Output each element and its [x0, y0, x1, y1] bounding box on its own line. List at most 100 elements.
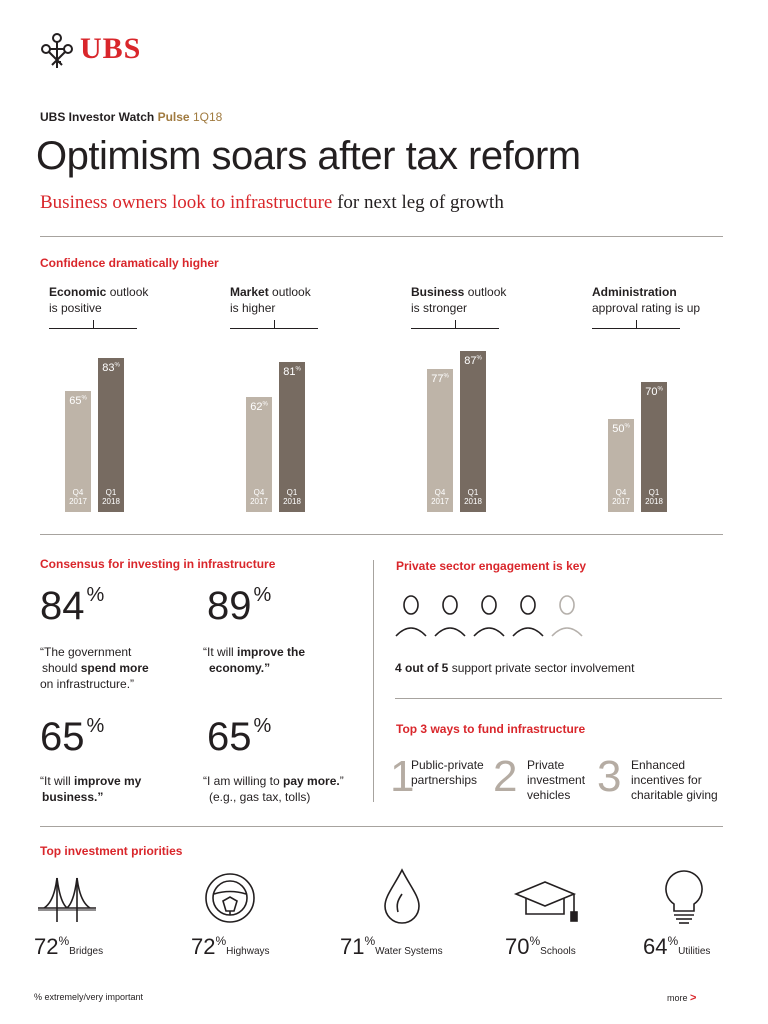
consensus-quote-3: “It will improve my business.”: [40, 774, 142, 804]
ubs-logo[interactable]: UBS: [40, 30, 145, 74]
priority-schools: 70%Schools: [505, 934, 576, 959]
stat-value: 65: [207, 715, 252, 759]
bar-period-label: Q1 2018: [464, 488, 482, 506]
bracket-line: [411, 328, 499, 329]
keys-icon: [41, 33, 73, 68]
consensus-stat-4: 65%: [207, 715, 271, 760]
bracket-line: [230, 328, 318, 329]
person-icon: [434, 595, 466, 637]
light-bulb-icon: [665, 870, 703, 924]
bar-period-label: Q4 2017: [431, 488, 449, 506]
stat-value: 89: [207, 584, 252, 628]
bar-value-label: 77%: [431, 373, 449, 385]
bar-period-label: Q1 2018: [645, 488, 663, 506]
priority-bridges: 72%Bridges: [34, 934, 104, 959]
bar-period-label: Q4 2017: [69, 488, 87, 506]
person-icon: [512, 595, 544, 637]
priority-utilities: 64%Utilities: [643, 934, 711, 959]
graduation-cap-icon: [513, 881, 578, 922]
bar-period-label: Q1 2018: [102, 488, 120, 506]
consensus-quote-2: “It will improve the economy.”: [203, 645, 306, 675]
bar-q4: [65, 391, 91, 512]
bar-value-label: 70%: [645, 386, 663, 398]
private-sector-stat: 4 out of 5 support private sector involv…: [395, 660, 634, 676]
priority-highways: 72%Highways: [191, 934, 270, 959]
stat-value: 65: [40, 715, 85, 759]
bracket-tick: [93, 320, 94, 328]
steering-wheel-icon: [205, 873, 255, 923]
consensus-title: Consensus for investing in infrastructur…: [40, 557, 276, 571]
bar-q1: [279, 362, 305, 512]
consensus-stat-1: 84%: [40, 584, 104, 629]
more-link[interactable]: more >: [667, 992, 696, 1004]
more-label: more: [667, 993, 688, 1003]
category-heading: Market outlook is higher: [230, 285, 311, 315]
rank-number: 1: [390, 752, 415, 801]
bar-period-label: Q1 2018: [283, 488, 301, 506]
divider: [395, 698, 722, 699]
bar-value-label: 62%: [250, 401, 268, 413]
priority-label: Schools: [540, 946, 576, 957]
person-icon: [395, 595, 427, 637]
stat-value: 84: [40, 584, 85, 628]
priority-label: Utilities: [678, 946, 711, 957]
priority-label: Water Systems: [375, 946, 443, 957]
priority-water-systems: 71%Water Systems: [340, 934, 443, 959]
bracket-tick: [636, 320, 637, 328]
fund-title: Top 3 ways to fund infrastructure: [396, 722, 586, 736]
bar-value-label: 83%: [102, 362, 120, 374]
bar-period-label: Q4 2017: [250, 488, 268, 506]
bar-q1: [460, 351, 486, 512]
consensus-stat-3: 65%: [40, 715, 104, 760]
bar-q4: [246, 397, 272, 512]
kicker-pulse: Pulse: [157, 110, 190, 124]
people-icons: [395, 595, 583, 637]
person-icon: [473, 595, 505, 637]
divider: [40, 534, 723, 535]
bar-value-label: 65%: [69, 395, 87, 407]
category-heading: Economic outlook is positive: [49, 285, 149, 315]
rank-number: 2: [493, 752, 518, 801]
divider: [40, 826, 723, 827]
bar-period-label: Q4 2017: [612, 488, 630, 506]
water-drop-icon: [384, 868, 420, 924]
subtitle-highlight: Business owners look to infrastructure: [40, 192, 333, 213]
pct-sign: %: [253, 715, 272, 737]
bracket-line: [592, 328, 680, 329]
page-subtitle: Business owners look to infrastructure f…: [40, 192, 504, 214]
category-heading: Business outlook is stronger: [411, 285, 507, 315]
bar-q1: [641, 382, 667, 512]
bar-q4: [427, 369, 453, 512]
chevron-right-icon: >: [690, 992, 697, 1004]
confidence-title: Confidence dramatically higher: [40, 256, 219, 270]
priority-label: Bridges: [69, 946, 104, 957]
bar-q1: [98, 358, 124, 512]
priority-label: Highways: [226, 946, 270, 957]
bracket-tick: [274, 320, 275, 328]
vertical-divider: [373, 560, 374, 802]
bar-value-label: 81%: [283, 366, 301, 378]
bracket-line: [49, 328, 137, 329]
brand-name: UBS: [80, 32, 142, 65]
bracket-tick: [455, 320, 456, 328]
subtitle-rest: for next leg of growth: [337, 192, 504, 213]
person-icon-faded: [551, 595, 583, 637]
consensus-quote-1: “The government should spend more on inf…: [40, 645, 149, 691]
kicker: UBS Investor Watch Pulse 1Q18: [40, 110, 222, 124]
consensus-quote-4: “I am willing to pay more.” (e.g., gas t…: [203, 774, 344, 804]
footnote: % extremely/very important: [34, 992, 144, 1002]
rank-number: 3: [597, 752, 622, 801]
bar-q4: [608, 419, 634, 512]
pct-sign: %: [86, 584, 105, 606]
category-heading: Administration approval rating is up: [592, 285, 701, 315]
bridge-icon: [38, 877, 96, 922]
bar-value-label: 50%: [612, 423, 630, 435]
pct-sign: %: [253, 584, 272, 606]
divider: [40, 236, 723, 237]
priorities-title: Top investment priorities: [40, 844, 183, 858]
pct-sign: %: [86, 715, 105, 737]
kicker-quarter: 1Q18: [192, 110, 223, 124]
kicker-brand: UBS Investor Watch: [40, 110, 155, 124]
consensus-stat-2: 89%: [207, 584, 271, 629]
bar-value-label: 87%: [464, 355, 482, 367]
